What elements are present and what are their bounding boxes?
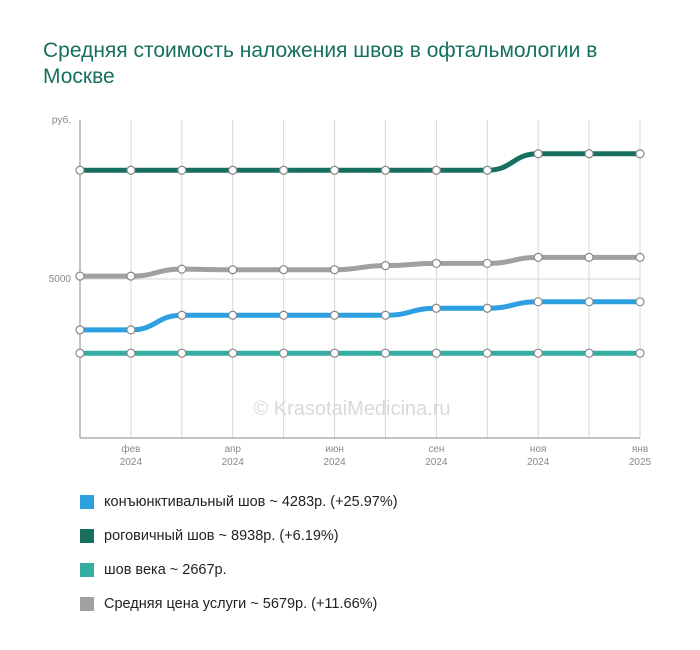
x-tick-label: фев <box>121 443 140 455</box>
data-point-0 <box>329 165 340 175</box>
data-point-0 <box>75 165 85 175</box>
y-tick-label: 5000 <box>49 274 72 285</box>
legend-item: роговичный шов ~ 8938р. (+6.19%) <box>80 519 398 553</box>
data-point-2 <box>533 297 543 307</box>
legend-swatch <box>80 529 94 543</box>
data-point-2 <box>482 303 492 313</box>
line-chart: 5000 руб. фев 2024 апр 2024 июн 2024 сен 2024 ноя 2… <box>49 114 652 468</box>
data-point-0 <box>177 165 187 175</box>
data-point-2 <box>584 297 594 307</box>
data-point-1 <box>329 265 340 275</box>
data-point-1 <box>635 252 645 263</box>
legend-swatch <box>80 495 94 509</box>
y-unit-label: руб. <box>52 114 71 126</box>
data-point-3 <box>584 348 594 358</box>
data-point-1 <box>177 264 187 274</box>
legend-swatch <box>80 563 94 577</box>
data-point-2 <box>126 325 136 335</box>
data-point-1 <box>75 271 85 281</box>
legend-item: шов века ~ 2667р. <box>80 553 398 587</box>
data-point-0 <box>228 165 238 175</box>
data-point-3 <box>380 348 391 358</box>
chart-legend: конъюнктивальный шов ~ 4283р. (+25.97%) р… <box>80 485 398 621</box>
legend-label: конъюнктивальный шов ~ 4283р. (+25.97%) <box>104 494 398 510</box>
data-point-2 <box>279 310 289 320</box>
chart-title: Средняя стоимость наложения швов в офтал… <box>43 39 598 88</box>
x-tick-year: 2024 <box>425 457 448 468</box>
legend-swatch <box>80 597 94 611</box>
data-point-0 <box>482 165 492 175</box>
data-point-3 <box>329 348 340 358</box>
data-point-2 <box>75 325 85 335</box>
data-point-2 <box>635 297 645 307</box>
x-tick-year: 2025 <box>629 457 652 468</box>
legend-label: Средняя цена услуги ~ 5679р. (+11.66%) <box>104 596 378 612</box>
series-line-2 <box>77 299 643 333</box>
watermark: © KrasotaiMedicina.ru <box>253 398 450 420</box>
x-tick-label: ноя <box>530 444 547 455</box>
legend-label: шов века ~ 2667р. <box>104 562 227 578</box>
x-tick-label: янв <box>632 444 648 455</box>
data-point-3 <box>533 348 543 358</box>
data-point-1 <box>228 265 238 275</box>
data-point-0 <box>635 149 645 159</box>
data-point-1 <box>126 271 136 281</box>
legend-item: конъюнктивальный шов ~ 4283р. (+25.97%) <box>80 485 398 519</box>
data-point-3 <box>279 348 289 358</box>
data-point-3 <box>228 348 238 358</box>
legend-label: роговичный шов ~ 8938р. (+6.19%) <box>104 528 339 544</box>
data-point-3 <box>177 348 187 358</box>
data-point-1 <box>380 261 391 271</box>
data-point-1 <box>584 252 594 263</box>
data-point-0 <box>126 165 136 175</box>
data-point-3 <box>126 348 136 358</box>
x-tick-label: апр <box>224 444 241 455</box>
data-point-3 <box>431 348 441 358</box>
data-point-2 <box>177 310 187 320</box>
data-point-0 <box>279 165 289 175</box>
legend-item: Средняя цена услуги ~ 5679р. (+11.66%) <box>80 587 398 621</box>
data-point-1 <box>279 265 289 275</box>
data-point-1 <box>431 258 441 269</box>
x-tick-label: сен <box>428 444 444 455</box>
x-tick-year: 2024 <box>222 457 245 468</box>
series-line-1 <box>77 254 643 279</box>
data-point-3 <box>75 348 85 358</box>
x-tick-year: 2024 <box>120 457 143 468</box>
x-tick-year: 2024 <box>323 457 346 468</box>
data-point-3 <box>482 348 492 358</box>
data-point-1 <box>533 252 543 263</box>
data-point-2 <box>329 310 340 320</box>
data-point-2 <box>431 303 441 313</box>
data-point-2 <box>380 310 391 320</box>
data-point-3 <box>635 348 645 358</box>
data-point-0 <box>584 149 594 159</box>
series-line-0 <box>77 151 643 173</box>
data-point-0 <box>431 165 441 175</box>
x-tick-label: июн <box>325 444 344 455</box>
data-point-1 <box>482 258 492 269</box>
data-point-0 <box>380 165 391 175</box>
data-point-0 <box>533 149 543 159</box>
x-tick-year: 2024 <box>527 457 550 468</box>
data-point-2 <box>228 310 238 320</box>
